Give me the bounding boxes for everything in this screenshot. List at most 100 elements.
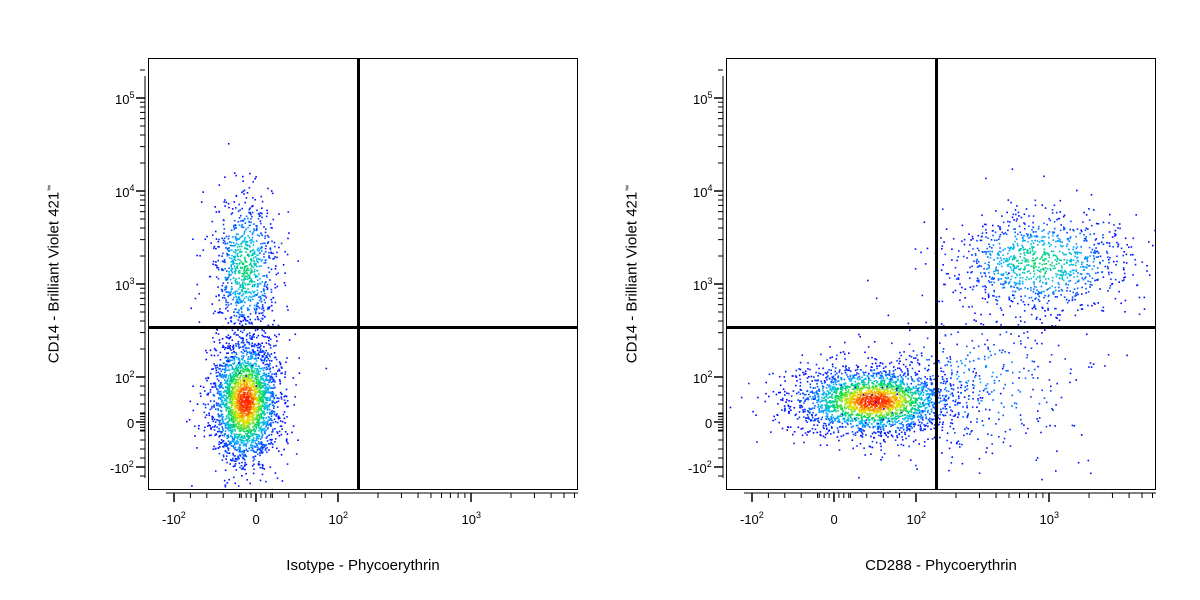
data-point — [257, 261, 259, 264]
data-point — [248, 395, 250, 398]
data-point — [830, 369, 832, 372]
data-point — [919, 428, 922, 430]
data-point — [233, 361, 236, 364]
data-point — [273, 407, 275, 409]
data-point — [249, 365, 251, 367]
data-point — [245, 377, 248, 379]
data-point — [827, 410, 829, 412]
data-point — [221, 383, 223, 386]
data-point — [240, 337, 242, 339]
data-point — [270, 304, 273, 307]
data-point — [832, 375, 835, 378]
data-point — [227, 428, 230, 430]
data-point — [259, 351, 262, 353]
data-point — [241, 401, 243, 404]
data-point — [768, 373, 771, 376]
data-point — [886, 421, 888, 424]
data-point — [270, 252, 273, 254]
data-point — [911, 378, 913, 380]
data-point — [233, 424, 235, 427]
data-point — [252, 333, 255, 336]
data-point — [266, 378, 268, 381]
data-point — [880, 375, 883, 378]
data-point — [890, 361, 893, 364]
data-point — [828, 408, 830, 411]
data-point — [238, 313, 241, 316]
data-point — [238, 377, 240, 380]
data-point — [288, 232, 290, 234]
data-point — [221, 346, 224, 348]
data-point — [243, 233, 245, 235]
data-point — [256, 209, 258, 212]
data-point — [242, 367, 244, 370]
data-point — [253, 304, 256, 307]
data-point — [221, 268, 223, 270]
data-point — [818, 405, 820, 408]
data-point — [244, 412, 246, 415]
data-point — [221, 260, 224, 263]
data-point — [266, 308, 269, 310]
data-point — [270, 423, 272, 426]
data-point — [844, 372, 847, 374]
data-point — [815, 371, 817, 374]
data-point — [235, 378, 237, 381]
data-point — [270, 268, 273, 271]
data-point — [242, 287, 244, 290]
data-point — [928, 388, 931, 391]
data-point — [196, 254, 198, 257]
data-point — [881, 375, 884, 378]
data-point — [825, 400, 827, 403]
data-point — [280, 396, 283, 398]
data-point — [940, 382, 942, 384]
data-point — [258, 391, 260, 393]
data-point — [250, 396, 252, 399]
data-point — [259, 387, 262, 390]
data-point — [232, 465, 235, 468]
data-point — [249, 432, 252, 434]
data-point — [230, 269, 232, 271]
data-point — [899, 374, 902, 376]
data-point — [887, 373, 890, 376]
data-point — [257, 446, 259, 449]
data-point — [298, 357, 300, 359]
data-point — [225, 458, 227, 460]
data-point — [816, 401, 819, 404]
data-point — [251, 449, 253, 452]
data-point — [202, 386, 205, 389]
data-point — [224, 356, 227, 359]
data-point — [240, 307, 242, 309]
data-point — [251, 323, 253, 325]
data-point — [275, 358, 278, 361]
data-point — [228, 386, 231, 389]
data-point — [271, 391, 274, 393]
data-point — [249, 322, 251, 325]
data-point — [786, 429, 788, 431]
data-point — [926, 390, 928, 392]
data-point — [954, 400, 957, 403]
data-point — [256, 386, 259, 389]
data-point — [258, 354, 261, 357]
data-point — [850, 378, 852, 380]
data-point — [939, 436, 941, 439]
data-point — [262, 421, 264, 423]
data-point — [218, 387, 221, 389]
data-point — [223, 228, 226, 230]
data-point — [860, 435, 863, 437]
data-point — [267, 365, 270, 368]
data-point — [263, 262, 265, 264]
data-point — [245, 384, 247, 386]
data-point — [255, 393, 257, 395]
data-point — [261, 433, 264, 436]
data-point — [799, 401, 801, 403]
data-point — [237, 395, 240, 398]
data-point — [269, 279, 271, 281]
data-point — [211, 418, 214, 420]
data-point — [212, 426, 214, 428]
data-point — [242, 304, 245, 307]
data-point — [235, 233, 238, 235]
data-point — [247, 410, 250, 413]
data-point — [234, 406, 236, 408]
data-point — [269, 338, 272, 341]
data-point — [258, 307, 261, 309]
data-point — [207, 425, 209, 427]
